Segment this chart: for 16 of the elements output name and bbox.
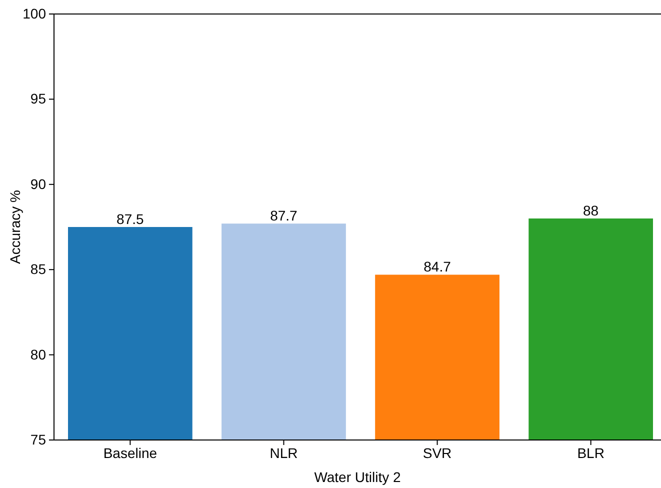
y-tick-label: 100 <box>22 5 46 22</box>
x-tick-label: Baseline <box>103 444 158 461</box>
y-tick-label: 75 <box>30 431 46 448</box>
y-tick-label: 85 <box>30 261 46 278</box>
data-label: 87.7 <box>270 208 298 224</box>
x-axis-title: Water Utility 2 <box>314 469 402 485</box>
x-tick-label: SVR <box>422 444 452 461</box>
y-axis-title: Accuracy % <box>7 190 23 264</box>
data-label: 87.5 <box>116 211 144 227</box>
data-label: 84.7 <box>424 258 452 275</box>
y-tick-label: 90 <box>30 176 46 192</box>
x-tick-label: BLR <box>577 444 604 461</box>
x-tick-label: NLR <box>270 444 298 461</box>
data-label: 88 <box>583 202 599 218</box>
y-tick-label: 95 <box>30 90 46 107</box>
y-tick-label: 80 <box>30 346 46 362</box>
